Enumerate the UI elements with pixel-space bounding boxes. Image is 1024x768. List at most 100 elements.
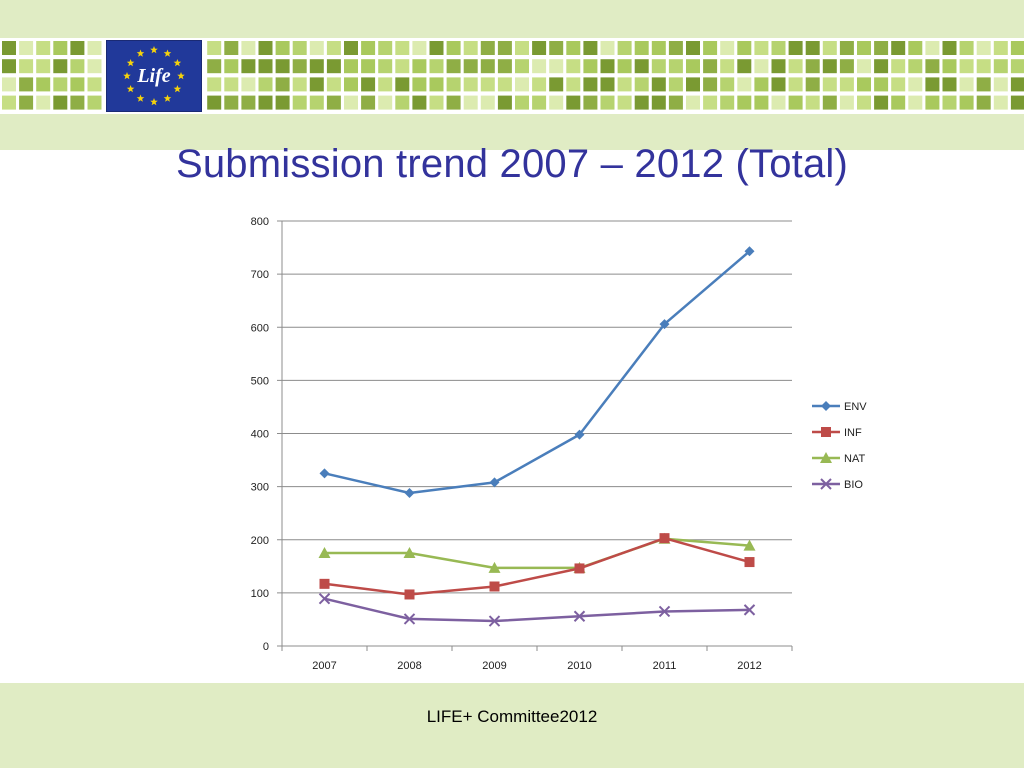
mosaic-tile (395, 77, 410, 92)
mosaic-tile (309, 41, 324, 55)
mosaic-tile (241, 41, 256, 55)
mosaic-tile (822, 77, 837, 92)
mosaic-tile (617, 41, 632, 55)
mosaic-tile (686, 59, 700, 74)
mosaic-tile (87, 77, 102, 92)
mosaic-tile (822, 95, 837, 110)
mosaic-tile (634, 59, 649, 74)
mosaic-tile (258, 77, 273, 92)
mosaic-tile (412, 59, 427, 74)
series-line (324, 250, 751, 495)
y-tick-label: 200 (251, 535, 269, 547)
marker-diamond (574, 429, 585, 440)
y-tick-label: 400 (251, 429, 269, 441)
mosaic-tile (258, 95, 273, 110)
marker-diamond (821, 401, 831, 411)
mosaic-tile (480, 95, 495, 110)
logo-star (123, 72, 131, 80)
mosaic-tile (925, 77, 940, 92)
marker-square (821, 427, 831, 437)
legend-item-env: ENV (812, 401, 867, 413)
y-tick-label: 800 (251, 216, 269, 228)
marker-triangle (403, 547, 416, 559)
mosaic-tile (634, 41, 649, 55)
marker-x (820, 478, 832, 490)
x-tick-label: 2010 (567, 660, 591, 672)
series-inf (319, 533, 755, 600)
mosaic-tile (651, 95, 666, 110)
mosaic-tile (463, 59, 478, 74)
logo-star (136, 94, 145, 102)
mosaic-tile (822, 59, 837, 74)
mosaic-tile (532, 77, 547, 92)
marker-diamond (489, 477, 500, 488)
marker-diamond (744, 246, 755, 257)
mosaic-tile (224, 77, 239, 92)
mosaic-tile (959, 95, 974, 110)
mosaic-tile (959, 77, 974, 92)
mosaic-tile (53, 41, 68, 55)
slide-footer: LIFE+ Committee2012 (426, 707, 598, 726)
mosaic-tile (617, 77, 632, 92)
mosaic-tile (839, 77, 854, 92)
mosaic-tile (822, 41, 837, 55)
y-tick-label: 500 (251, 375, 269, 387)
mosaic-tile (275, 41, 290, 55)
y-tick-label: 100 (251, 588, 269, 600)
mosaic-tile (857, 41, 871, 55)
mosaic-tile (857, 95, 871, 110)
y-tick-label: 700 (251, 269, 269, 281)
line-chart: 0 100 200 300 400 500 600 700 800 2007 2008 2009 201… (240, 205, 920, 685)
mosaic-tile (515, 77, 529, 92)
mosaic-tile (976, 59, 991, 74)
logo-text: Life (136, 65, 170, 87)
mosaic-tile (395, 41, 410, 55)
marker-diamond (404, 488, 415, 498)
mosaic-tile (224, 41, 239, 55)
mosaic-tile (207, 95, 222, 110)
mosaic-tile (326, 95, 341, 110)
mosaic-tile (908, 59, 923, 74)
mosaic-tile (925, 41, 940, 55)
mosaic-tile (532, 95, 547, 110)
mosaic-tile (292, 95, 307, 110)
mosaic-tile (720, 95, 735, 110)
mosaic-tile (908, 77, 923, 92)
mosaic-tile (429, 77, 444, 92)
mosaic-tile (703, 59, 718, 74)
footer-band (0, 683, 1024, 768)
marker-square (319, 578, 330, 589)
mosaic-tile (651, 59, 666, 74)
mosaic-tile (857, 77, 871, 92)
mosaic-tile (2, 95, 16, 110)
series-line (324, 597, 750, 623)
mosaic-tile (720, 59, 735, 74)
mosaic-tile (207, 77, 222, 92)
mosaic-tile (2, 41, 16, 55)
mosaic-tile (275, 95, 290, 110)
mosaic-tile (976, 95, 991, 110)
legend-item-nat: NAT (812, 452, 865, 465)
x-tick-label: 2007 (312, 660, 336, 672)
mosaic-tile (275, 77, 290, 92)
mosaic-tile (874, 95, 889, 110)
mosaic-tile (754, 59, 769, 74)
mosaic-tile (942, 59, 957, 74)
mosaic-tile (53, 59, 68, 74)
mosaic-tile (515, 41, 529, 55)
logo-star (163, 94, 172, 102)
logo-star (126, 85, 135, 93)
mosaic-tile (634, 77, 649, 92)
logo-star (136, 49, 145, 57)
marker-triangle (488, 561, 501, 573)
mosaic-tile (378, 95, 393, 110)
mosaic-tile (309, 77, 324, 92)
mosaic-tile (532, 59, 547, 74)
mosaic-tile (19, 95, 34, 110)
mosaic-tile (344, 95, 358, 110)
marker-x (488, 615, 501, 627)
mosaic-tile (959, 59, 974, 74)
mosaic-tile (326, 41, 341, 55)
mosaic-tile (668, 77, 683, 92)
mosaic-tile (788, 41, 803, 55)
